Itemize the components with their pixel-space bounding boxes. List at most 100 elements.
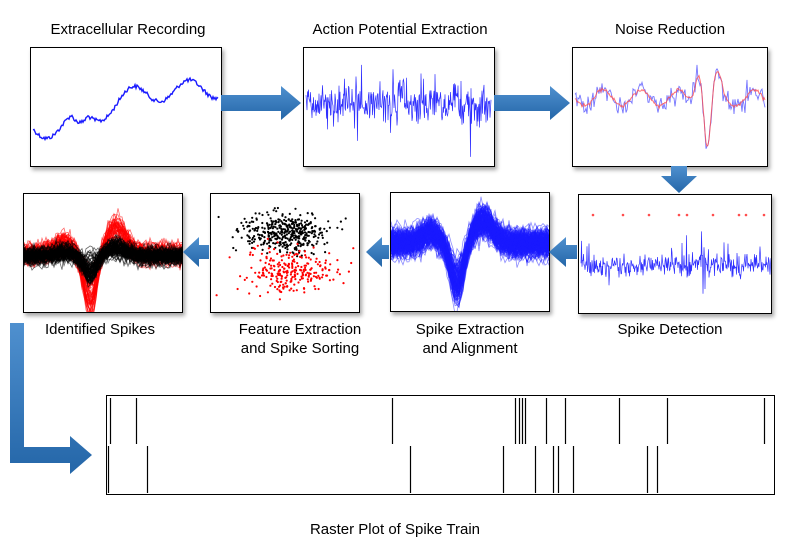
cluster-point-black [284, 236, 287, 239]
cluster-point-black [311, 213, 314, 216]
cluster-point-black [254, 227, 257, 230]
cluster-point-red [270, 274, 273, 278]
cluster-point-black [291, 221, 294, 224]
cluster-point-black [266, 230, 270, 233]
cluster-point-black [283, 244, 286, 247]
cluster-point-red [282, 254, 285, 257]
cluster-point-black [323, 227, 326, 230]
cluster-point-black [288, 230, 292, 233]
label-action-potential-extraction: Action Potential Extraction [312, 21, 488, 38]
cluster-point-red [294, 266, 297, 269]
cluster-point-black [240, 236, 243, 239]
cluster-point-red [270, 267, 273, 270]
cluster-point-black [280, 233, 283, 236]
cluster-point-black [344, 217, 347, 220]
cluster-point-black [283, 232, 286, 235]
cluster-point-red [290, 287, 293, 290]
cluster-point-red [304, 266, 307, 269]
cluster-point-black [249, 229, 252, 232]
cluster-point-black [267, 234, 271, 238]
cluster-point-black [302, 226, 306, 229]
cluster-point-black [302, 242, 305, 245]
cluster-point-red [310, 267, 313, 270]
cluster-point-red [280, 277, 283, 280]
cluster-point-red [284, 282, 287, 285]
cluster-point-black [231, 236, 234, 239]
cluster-point-black [258, 233, 261, 237]
cluster-point-black [306, 212, 309, 215]
cluster-point-red [303, 250, 306, 253]
cluster-point-black [262, 230, 265, 233]
cluster-point-black [279, 225, 282, 228]
cluster-point-red [328, 268, 331, 272]
cluster-point-red [347, 270, 350, 273]
cluster-point-black [286, 224, 289, 227]
cluster-point-red [286, 285, 289, 288]
label-noise-reduction: Noise Reduction [614, 21, 726, 38]
cluster-point-red [276, 277, 279, 280]
cluster-point-black [341, 228, 344, 231]
cluster-point-red [296, 242, 299, 246]
cluster-point-red [308, 272, 311, 275]
cluster-point-red [271, 282, 274, 285]
cluster-point-black [328, 226, 331, 229]
cluster-point-red [288, 254, 291, 257]
cluster-point-black [289, 236, 292, 239]
cluster-point-black [247, 240, 250, 243]
cluster-point-black [299, 245, 302, 248]
cluster-point-black [270, 219, 273, 222]
arrow-right-icon [494, 86, 570, 120]
cluster-point-black [276, 235, 279, 238]
cluster-point-red [299, 255, 302, 258]
cluster-point-red [290, 262, 294, 265]
cluster-point-red [342, 282, 345, 285]
cluster-point-red [258, 271, 261, 274]
cluster-point-black [321, 234, 324, 237]
panel-action-potential-extraction [303, 47, 495, 167]
cluster-point-black [261, 213, 264, 217]
cluster-point-red [314, 287, 317, 291]
cluster-point-red [278, 261, 281, 264]
cluster-point-red [282, 286, 285, 289]
cluster-point-black [312, 244, 315, 247]
cluster-point-black [299, 242, 302, 245]
cluster-point-red [255, 285, 258, 288]
cluster-point-black [263, 227, 266, 230]
cluster-point-red [306, 278, 309, 281]
cluster-point-red [289, 251, 292, 254]
cluster-point-black [257, 233, 260, 236]
arrow-left-icon [366, 237, 389, 267]
cluster-point-black [294, 234, 297, 237]
cluster-point-black [299, 214, 302, 217]
cluster-point-red [291, 259, 294, 263]
cluster-point-black [263, 241, 266, 244]
cluster-point-red [268, 263, 271, 266]
cluster-point-black [269, 226, 272, 230]
cluster-point-red [228, 256, 231, 259]
arrow-down-icon [661, 166, 697, 193]
cluster-point-red [283, 267, 286, 270]
cluster-point-red [277, 273, 280, 276]
cluster-point-black [286, 248, 289, 251]
cluster-point-black [266, 252, 269, 255]
cluster-point-red [301, 273, 304, 276]
cluster-point-red [291, 266, 294, 269]
cluster-point-red [298, 249, 301, 253]
cluster-point-black [274, 237, 277, 240]
cluster-point-black [266, 224, 269, 227]
cluster-point-red [325, 274, 328, 277]
cluster-point-red [251, 280, 254, 283]
cluster-point-red [270, 264, 273, 267]
cluster-point-black [304, 234, 307, 237]
cluster-point-red [299, 269, 303, 272]
cluster-point-black [274, 219, 277, 222]
cluster-point-red [290, 277, 293, 281]
cluster-point-red [262, 274, 266, 277]
detected-spike-marker [591, 213, 595, 217]
cluster-point-red [243, 278, 246, 281]
cluster-point-black [281, 213, 284, 216]
black-waveform [24, 233, 182, 275]
cluster-point-red [282, 271, 286, 274]
cluster-point-black [298, 222, 301, 226]
